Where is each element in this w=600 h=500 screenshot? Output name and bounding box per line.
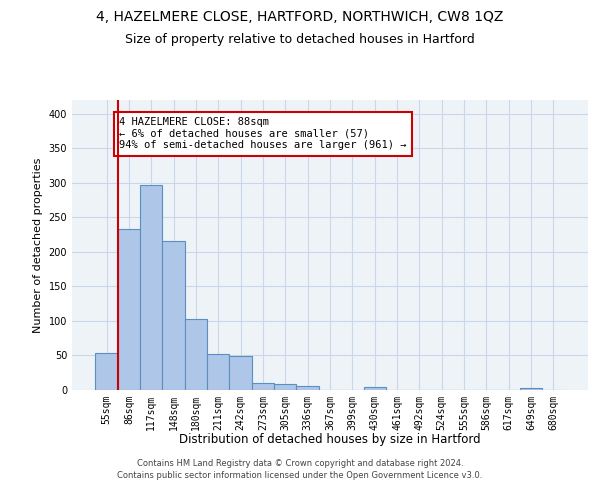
Bar xyxy=(520,388,542,390)
Text: 4, HAZELMERE CLOSE, HARTFORD, NORTHWICH, CW8 1QZ: 4, HAZELMERE CLOSE, HARTFORD, NORTHWICH,… xyxy=(97,10,503,24)
Bar xyxy=(296,386,319,390)
Bar xyxy=(274,384,296,390)
Bar xyxy=(185,319,207,390)
Bar xyxy=(207,354,229,390)
Bar xyxy=(95,354,118,390)
Text: Distribution of detached houses by size in Hartford: Distribution of detached houses by size … xyxy=(179,432,481,446)
Bar xyxy=(163,241,185,390)
Text: 4 HAZELMERE CLOSE: 88sqm
← 6% of detached houses are smaller (57)
94% of semi-de: 4 HAZELMERE CLOSE: 88sqm ← 6% of detache… xyxy=(119,118,406,150)
Bar xyxy=(252,383,274,390)
Bar xyxy=(229,356,252,390)
Text: Size of property relative to detached houses in Hartford: Size of property relative to detached ho… xyxy=(125,32,475,46)
Bar xyxy=(118,229,140,390)
Bar xyxy=(140,185,163,390)
Text: Contains HM Land Registry data © Crown copyright and database right 2024.
Contai: Contains HM Land Registry data © Crown c… xyxy=(118,458,482,480)
Y-axis label: Number of detached properties: Number of detached properties xyxy=(33,158,43,332)
Bar xyxy=(364,386,386,390)
